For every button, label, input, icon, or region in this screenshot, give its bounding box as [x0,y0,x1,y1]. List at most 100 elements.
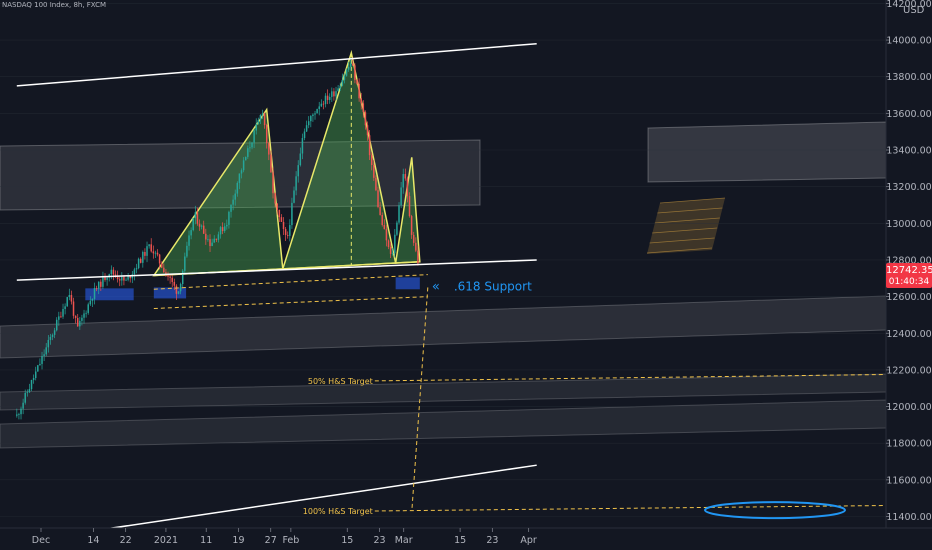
candle-body [341,79,344,86]
candle-up [232,195,234,211]
candle-up [133,267,136,281]
candle-body [118,279,121,281]
band-mid [0,295,887,359]
candle-body [62,308,64,317]
candle-body [303,131,306,139]
candle-up [30,379,33,392]
candle-body [335,91,337,97]
candle-body [276,203,278,210]
candle-body [373,164,375,178]
candle-body [406,178,409,197]
candle-up [318,101,320,116]
price-tick-label: 13200.00 [886,182,931,193]
candle-body [186,245,188,257]
candle-down [282,217,285,236]
candle-body [295,176,297,191]
candle-body [207,239,209,240]
fib-zone-fill [647,198,725,254]
candle-body [362,103,365,113]
candle-body [47,339,50,348]
candle-body [282,221,285,230]
fib-zone [646,197,726,254]
candle-down [381,212,383,227]
candle-down [406,176,409,203]
candle-body [232,199,234,205]
candle-body [236,182,239,194]
candle-body [179,284,182,292]
candle-body [316,109,318,114]
candle-down [165,269,167,277]
candle-body [66,297,68,307]
support-zone [85,288,134,301]
candle-down [368,129,371,161]
candle-body [60,316,62,318]
candle-up [394,228,396,258]
candle-down [156,249,159,257]
candle-body [188,235,190,246]
candle-body [83,313,85,318]
candle-body [412,234,415,243]
candle-down [284,227,287,242]
candle-down [100,279,102,291]
candle-body [255,124,257,131]
candle-body [312,114,314,117]
candle-up [91,298,94,308]
candle-up [16,408,18,418]
candle-up [192,217,194,232]
candle-body [291,202,293,226]
time-tick-label: 22 [120,535,132,546]
candle-body [318,106,320,110]
candle-down [70,290,73,305]
candle-body [142,252,144,263]
price-tick-label: 12200.00 [886,365,931,376]
candle-down [144,248,146,260]
candle-down [123,275,125,286]
price-tick-label: 12000.00 [886,402,931,413]
candle-body [293,190,295,203]
candle-down [215,238,218,243]
candle-down [265,123,268,149]
candle-body [85,312,87,314]
candle-down [412,231,415,246]
candle-down [417,245,419,266]
candle-up [238,173,241,190]
candle-body [110,269,113,275]
candle-down [163,263,165,274]
candle-up [339,82,341,91]
candle-up [49,333,52,345]
candle-body [249,147,251,149]
candle-body [326,95,329,100]
candle-body [51,334,54,337]
time-axis[interactable]: Dec 14 22 2021 11 19 27 Feb 15 23 Mar 15 23 Apr [0,527,932,550]
candle-up [47,335,50,353]
candle-body [381,214,383,226]
support-zone [395,277,420,290]
head-and-shoulders-pattern [152,49,421,277]
time-tick-label: 15 [341,535,353,546]
candle-body [39,363,41,366]
candle-up [391,247,394,256]
candle-body [18,414,20,416]
candle-body [209,239,211,247]
candle-body [391,253,394,255]
candle-body [49,336,52,340]
target-circle [704,501,846,520]
candle-up [26,389,29,397]
candle-body [200,225,203,227]
candle-body [339,85,341,89]
candle-body [314,113,316,115]
candle-up [349,59,352,71]
candle-down [373,159,375,181]
candle-body [242,160,245,171]
candle-body [100,281,102,287]
candle-body [196,212,199,224]
candle-down [333,88,335,101]
candle-body [74,315,77,319]
candle-body [158,254,161,264]
symbol-title[interactable]: NASDAQ 100 Index, 8h, FXCM [2,1,107,9]
candle-body [91,298,94,301]
candle-up [177,291,180,295]
candle-body [257,120,260,125]
time-tick-label: Feb [282,535,299,546]
